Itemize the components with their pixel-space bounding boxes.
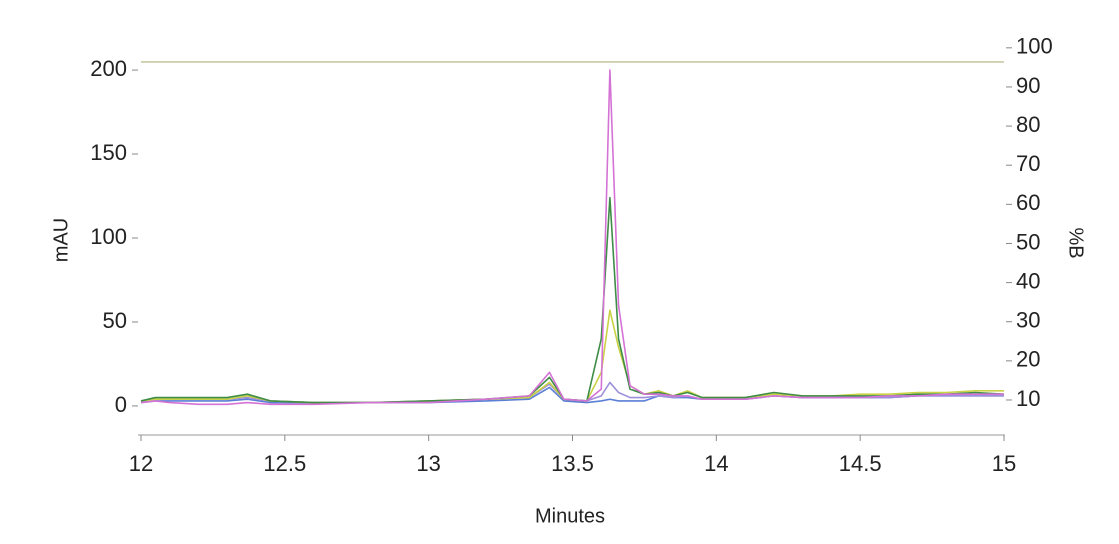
y-tick-label: 200 [90,56,127,81]
x-tick-label: 13.5 [551,451,594,476]
y2-tick-label: 30 [1016,308,1040,333]
x-tick-label: 14.5 [839,451,882,476]
y2-tick-label: 20 [1016,347,1040,372]
series-line [140,196,1005,404]
x-tick-label: 12.5 [263,451,306,476]
y-tick-label: 150 [90,140,127,165]
x-tick-label: 12 [129,451,153,476]
y2-tick-label: 40 [1016,268,1040,293]
x-axis-label: Minutes [535,505,605,527]
y2-tick-label: 10 [1016,386,1040,411]
y2-tick-label: 50 [1016,229,1040,254]
y-tick-label: 50 [103,308,127,333]
y2-tick-label: 80 [1016,112,1040,137]
y2-tick-label: 70 [1016,151,1040,176]
y2-tick-label: 100 [1016,34,1053,59]
x-tick-label: 13 [416,451,440,476]
x-tick-label: 14 [704,451,728,476]
series-line [140,69,1004,406]
y2-tick-label: 90 [1016,73,1040,98]
y-tick-label: 100 [90,224,127,249]
y2-axis-label: %B [1065,227,1087,258]
y-tick-label: 0 [115,392,127,417]
x-tick-label: 15 [992,451,1016,476]
y-axis-label: mAU [50,218,72,262]
y2-tick-label: 60 [1016,190,1040,215]
series-line [140,309,1004,404]
